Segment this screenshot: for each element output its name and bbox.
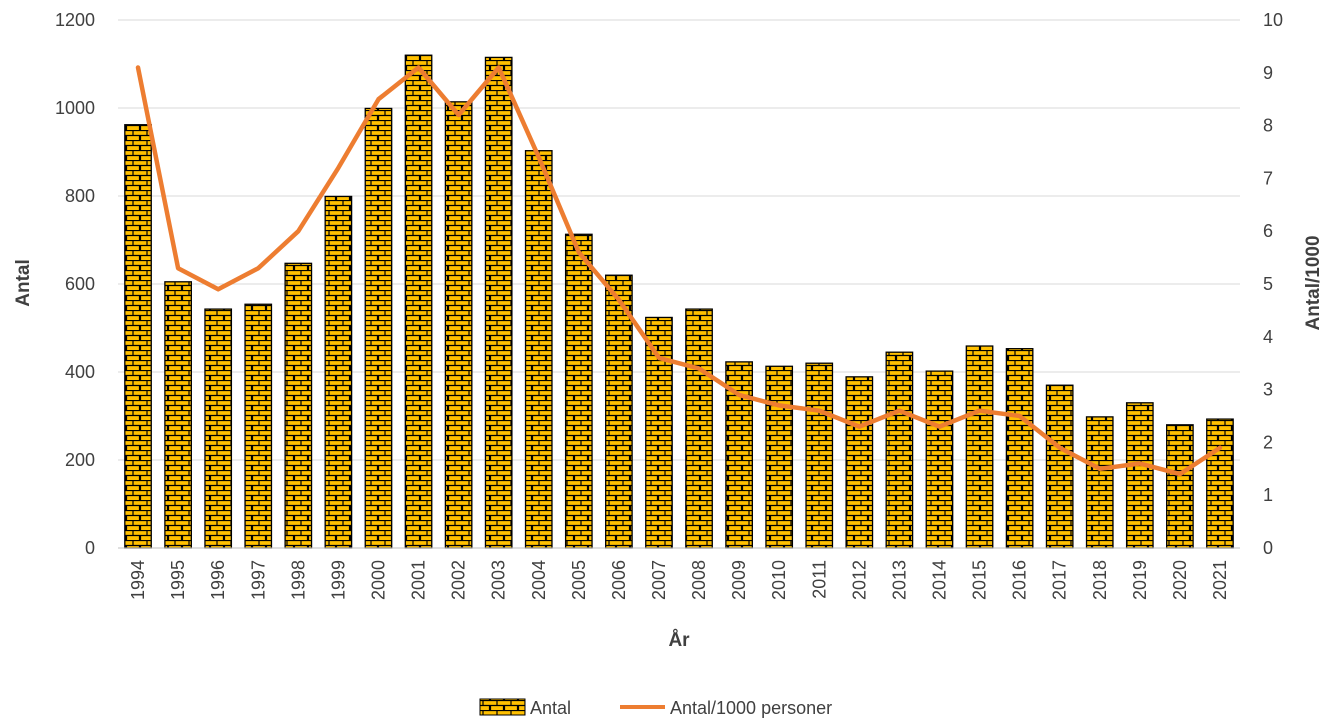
bar (566, 234, 592, 548)
x-tick-label: 2003 (489, 560, 509, 600)
y2-tick-label: 0 (1263, 538, 1273, 558)
bar-series-antal (125, 55, 1233, 548)
x-tick-label: 2004 (529, 560, 549, 600)
bar (445, 102, 471, 548)
bar (205, 309, 231, 548)
y2-tick-label: 1 (1263, 485, 1273, 505)
x-tick-label: 2015 (970, 560, 990, 600)
y-tick-label: 1000 (55, 98, 95, 118)
x-tick-label: 2017 (1050, 560, 1070, 600)
bar (1006, 349, 1032, 548)
bar (806, 363, 832, 548)
bar (245, 304, 271, 548)
y2-tick-label: 2 (1263, 432, 1273, 452)
x-tick-label: 2001 (409, 560, 429, 600)
x-tick-label: 2014 (929, 560, 949, 600)
y2-tick-label: 7 (1263, 168, 1273, 188)
y2-tick-label: 4 (1263, 327, 1273, 347)
bar (926, 371, 952, 548)
x-tick-label: 2020 (1170, 560, 1190, 600)
x-tick-label: 2013 (889, 560, 909, 600)
x-tick-label: 2011 (809, 560, 829, 599)
legend-label-antal-per-1000: Antal/1000 personer (670, 698, 832, 718)
bar (1046, 385, 1072, 548)
x-tick-label: 2019 (1130, 560, 1150, 600)
x-tick-label: 2018 (1090, 560, 1110, 600)
y-tick-label: 600 (65, 274, 95, 294)
x-axis-title: År (668, 630, 690, 651)
x-tick-label: 1996 (208, 560, 228, 600)
x-tick-label: 2009 (729, 560, 749, 600)
y-tick-label: 400 (65, 362, 95, 382)
bar (1127, 403, 1153, 548)
x-tick-label: 1994 (128, 560, 148, 600)
y2-tick-label: 8 (1263, 116, 1273, 136)
y-tick-label: 0 (85, 538, 95, 558)
x-tick-label: 2010 (769, 560, 789, 600)
y-tick-label: 1200 (55, 10, 95, 30)
legend-swatch-antal (480, 699, 525, 715)
y2-tick-label: 3 (1263, 380, 1273, 400)
bar (285, 263, 311, 548)
bar (125, 125, 151, 548)
y2-tick-label: 10 (1263, 10, 1283, 30)
bar (966, 346, 992, 548)
y-tick-label: 200 (65, 450, 95, 470)
legend-label-antal: Antal (530, 698, 571, 718)
x-tick-label: 2012 (849, 560, 869, 600)
bar (526, 151, 552, 548)
y2-axis-title: Antal/1000 (1303, 235, 1324, 330)
x-tick-label: 1995 (168, 560, 188, 600)
bar (1087, 417, 1113, 548)
bar (485, 57, 511, 548)
x-tick-label: 1998 (288, 560, 308, 600)
x-tick-label: 2006 (609, 560, 629, 600)
bar (1167, 425, 1193, 548)
x-tick-label: 2007 (649, 560, 669, 600)
bar (405, 55, 431, 548)
bar (846, 377, 872, 548)
x-tick-label: 1997 (248, 560, 268, 600)
x-tick-label: 1999 (328, 560, 348, 600)
y2-tick-label: 5 (1263, 274, 1273, 294)
bar (165, 282, 191, 548)
bar (365, 108, 391, 548)
bar (686, 309, 712, 548)
legend: Antal Antal/1000 personer (480, 698, 832, 718)
y2-tick-label: 9 (1263, 63, 1273, 83)
x-tick-label: 2021 (1210, 560, 1230, 600)
y-tick-label: 800 (65, 186, 95, 206)
x-tick-label: 2000 (368, 560, 388, 600)
bar (646, 317, 672, 548)
x-tick-label: 2002 (449, 560, 469, 600)
y2-tick-label: 6 (1263, 221, 1273, 241)
bar (1207, 419, 1233, 548)
bar (886, 352, 912, 548)
bar (766, 366, 792, 548)
y-axis-title: Antal (13, 259, 34, 307)
x-tick-label: 2016 (1010, 560, 1030, 600)
x-tick-label: 2008 (689, 560, 709, 600)
bar (325, 196, 351, 548)
x-tick-label: 2005 (569, 560, 589, 600)
